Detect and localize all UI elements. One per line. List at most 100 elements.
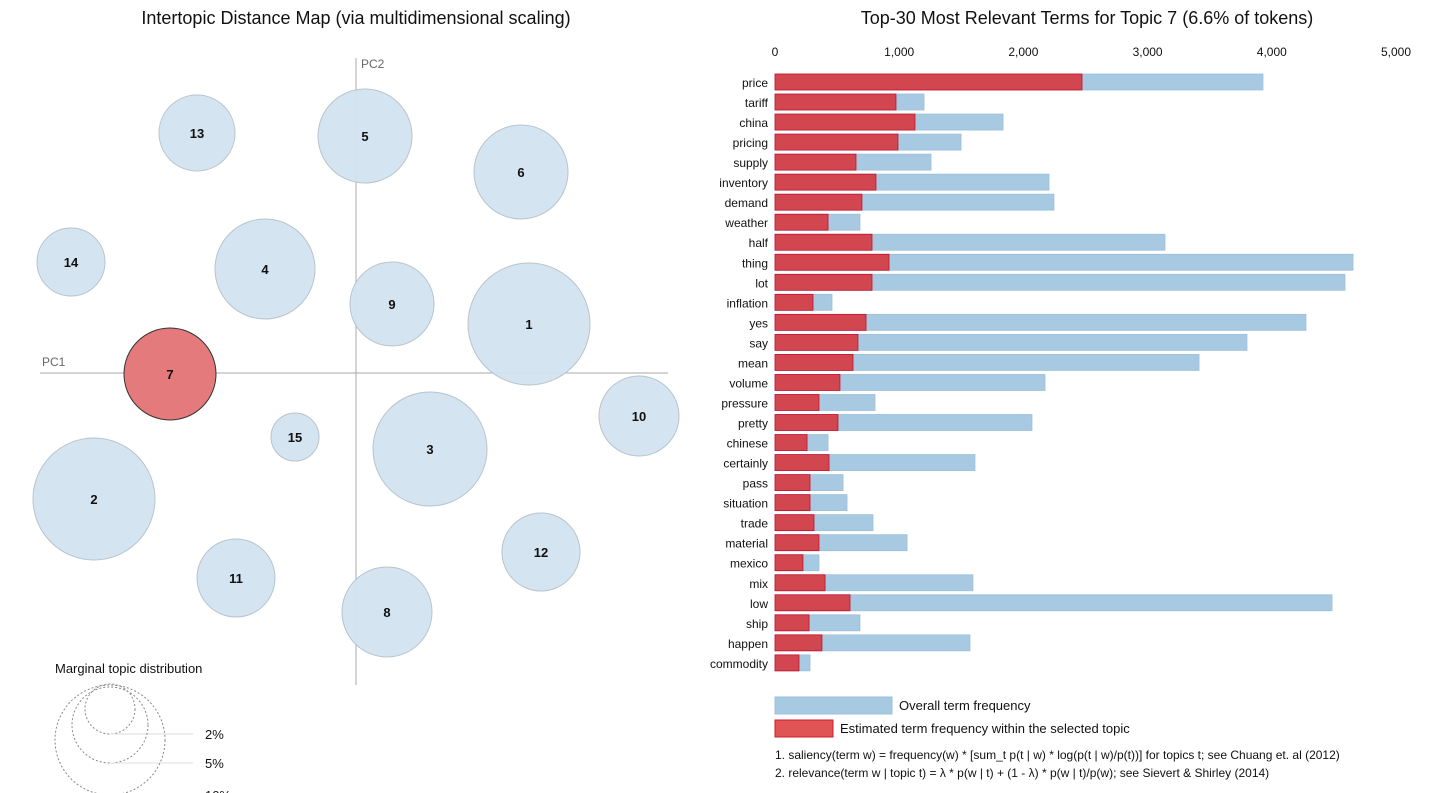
overall-frequency-bar (774, 474, 844, 492)
topic-circle[interactable] (473, 124, 569, 220)
topic-bubble-2[interactable]: 2 (32, 437, 156, 561)
term-row-supply[interactable]: supply (733, 153, 932, 171)
topic-bubble-11[interactable]: 11 (196, 538, 276, 618)
term-label[interactable]: mix (749, 577, 768, 591)
topic-bubble-9[interactable]: 9 (349, 261, 435, 347)
topic-circle[interactable] (158, 94, 236, 172)
topic-bubble-13[interactable]: 13 (158, 94, 236, 172)
topic-bubble-8[interactable]: 8 (341, 566, 433, 658)
term-row-volume[interactable]: volume (729, 374, 1046, 391)
term-row-ship[interactable]: ship (746, 614, 861, 632)
topic-circle[interactable] (341, 566, 433, 658)
term-label[interactable]: pricing (733, 136, 768, 150)
term-row-pressure[interactable]: pressure (721, 394, 876, 411)
topic-bubble-6[interactable]: 6 (473, 124, 569, 220)
term-row-yes[interactable]: yes (749, 313, 1307, 331)
term-row-tariff[interactable]: tariff (745, 93, 925, 111)
term-label[interactable]: mean (738, 356, 768, 370)
term-label[interactable]: volume (729, 376, 768, 390)
term-label[interactable]: lot (755, 276, 768, 290)
x-tick-label: 4,000 (1257, 45, 1287, 59)
term-row-mexico[interactable]: mexico (730, 554, 820, 572)
term-label[interactable]: mexico (730, 557, 768, 571)
term-label[interactable]: demand (725, 196, 768, 210)
term-label[interactable]: inventory (719, 176, 768, 190)
term-row-pricing[interactable]: pricing (733, 133, 962, 151)
term-label[interactable]: certainly (723, 457, 768, 471)
term-label[interactable]: commodity (710, 657, 768, 671)
term-label[interactable]: say (749, 336, 768, 350)
term-label[interactable]: happen (728, 637, 768, 651)
topic-bubble-14[interactable]: 14 (36, 227, 106, 297)
topic-circle[interactable] (467, 262, 591, 386)
term-label[interactable]: trade (741, 517, 769, 531)
term-row-demand[interactable]: demand (725, 193, 1055, 211)
term-row-weather[interactable]: weather (724, 213, 861, 231)
topic-circle[interactable] (123, 327, 217, 421)
term-row-china[interactable]: china (739, 113, 1004, 131)
term-label[interactable]: pretty (738, 417, 768, 431)
topic-label: 2 (90, 492, 97, 507)
term-label[interactable]: half (749, 236, 769, 250)
overall-frequency-bar (774, 193, 1055, 211)
term-label[interactable]: chinese (727, 437, 769, 451)
term-label[interactable]: pressure (721, 396, 768, 410)
topic-bubble-3[interactable]: 3 (372, 391, 488, 507)
topic-circle[interactable] (372, 391, 488, 507)
term-row-commodity[interactable]: commodity (710, 654, 811, 672)
term-label[interactable]: china (739, 116, 768, 130)
topic-bubble-5[interactable]: 5 (317, 88, 413, 184)
topic-frequency-bar (774, 654, 800, 672)
topic-label: 9 (388, 297, 395, 312)
term-row-trade[interactable]: trade (741, 514, 874, 532)
topic-bubble-7[interactable]: 7 (123, 327, 217, 421)
term-label[interactable]: ship (746, 617, 768, 631)
topic-circle[interactable] (501, 512, 581, 592)
term-row-inventory[interactable]: inventory (719, 173, 1050, 191)
term-label[interactable]: tariff (745, 96, 769, 110)
term-row-mix[interactable]: mix (749, 574, 974, 592)
term-label[interactable]: thing (742, 256, 768, 270)
topic-circle[interactable] (196, 538, 276, 618)
term-row-chinese[interactable]: chinese (727, 434, 829, 451)
topic-circle[interactable] (598, 375, 680, 457)
term-label[interactable]: yes (749, 316, 768, 330)
x-tick-label: 1,000 (884, 45, 914, 59)
term-row-mean[interactable]: mean (738, 354, 1200, 371)
term-row-situation[interactable]: situation (723, 494, 848, 512)
term-row-price[interactable]: price (742, 73, 1264, 91)
topic-bubble-15[interactable]: 15 (270, 412, 320, 462)
term-row-certainly[interactable]: certainly (723, 454, 976, 471)
term-label[interactable]: inflation (727, 296, 768, 310)
term-label[interactable]: weather (724, 216, 768, 230)
term-row-low[interactable]: low (750, 594, 1333, 612)
topic-circle[interactable] (317, 88, 413, 184)
topic-label: 7 (166, 367, 173, 382)
topic-bubble-10[interactable]: 10 (598, 375, 680, 457)
term-row-say[interactable]: say (749, 333, 1248, 351)
term-row-pretty[interactable]: pretty (738, 414, 1033, 431)
topic-label: 3 (426, 442, 433, 457)
topic-circle[interactable] (349, 261, 435, 347)
term-label[interactable]: material (725, 537, 768, 551)
topic-bubble-1[interactable]: 1 (467, 262, 591, 386)
topic-label: 12 (534, 545, 548, 560)
term-label[interactable]: price (742, 76, 768, 90)
term-row-happen[interactable]: happen (728, 634, 971, 652)
term-row-half[interactable]: half (749, 233, 1166, 251)
topic-bubble-12[interactable]: 12 (501, 512, 581, 592)
term-row-material[interactable]: material (725, 534, 908, 552)
term-label[interactable]: low (750, 597, 768, 611)
term-label[interactable]: pass (743, 477, 768, 491)
term-row-lot[interactable]: lot (755, 273, 1346, 291)
term-row-inflation[interactable]: inflation (727, 293, 833, 311)
term-label[interactable]: supply (733, 156, 768, 170)
topic-circle[interactable] (214, 218, 316, 320)
term-row-pass[interactable]: pass (743, 474, 844, 492)
topic-circle[interactable] (32, 437, 156, 561)
topic-circle[interactable] (270, 412, 320, 462)
term-label[interactable]: situation (723, 497, 768, 511)
topic-circle[interactable] (36, 227, 106, 297)
term-row-thing[interactable]: thing (742, 253, 1354, 271)
topic-bubble-4[interactable]: 4 (214, 218, 316, 320)
